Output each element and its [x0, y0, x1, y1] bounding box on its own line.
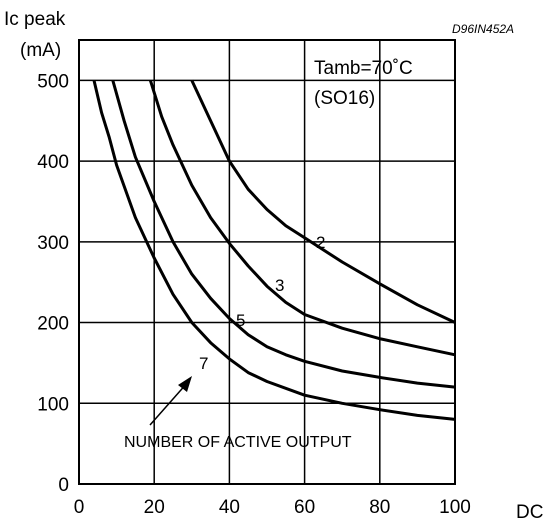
series-line-5	[111, 79, 456, 389]
annotation-arrowhead	[178, 376, 192, 392]
annotation-arrow-line	[149, 381, 189, 426]
x-axis-label: DC	[516, 502, 543, 523]
x-tick-label: 100	[439, 497, 471, 518]
series-label-2: 2	[316, 233, 325, 252]
series-label-7: 7	[199, 354, 208, 373]
series-group: 2 3 5 7	[92, 79, 456, 421]
y-tick-label: 100	[37, 394, 69, 415]
y-axis-label-line2: (mA)	[20, 40, 61, 61]
x-tick-label: 40	[219, 497, 240, 518]
plot-frame	[78, 39, 456, 485]
y-tick-label: 0	[58, 475, 69, 496]
x-tick-label: 20	[144, 497, 165, 518]
series-line-3	[148, 79, 456, 357]
y-tick-label: 400	[37, 152, 69, 173]
series-line-7	[92, 80, 456, 421]
y-axis-label-line1: Ic peak	[4, 9, 66, 30]
tick-labels: 0 20 40 60 80 100 0 100 200 300 400 500	[37, 71, 471, 518]
legend-line-2: (SO16)	[314, 88, 375, 109]
x-tick-label: 80	[369, 497, 390, 518]
y-tick-label: 300	[37, 233, 69, 254]
legend-line-1: Tamb=70˚C	[314, 58, 413, 79]
annotation-text: NUMBER OF ACTIVE OUTPUT	[124, 434, 352, 451]
series-line-2	[190, 79, 456, 324]
x-tick-label: 0	[74, 497, 85, 518]
y-tick-label: 500	[37, 71, 69, 92]
series-label-3: 3	[275, 276, 284, 295]
grid	[79, 40, 455, 484]
series-label-5: 5	[236, 311, 245, 330]
x-tick-label: 60	[294, 497, 315, 518]
y-tick-label: 200	[37, 314, 69, 335]
figure-code: D96IN452A	[452, 22, 514, 36]
